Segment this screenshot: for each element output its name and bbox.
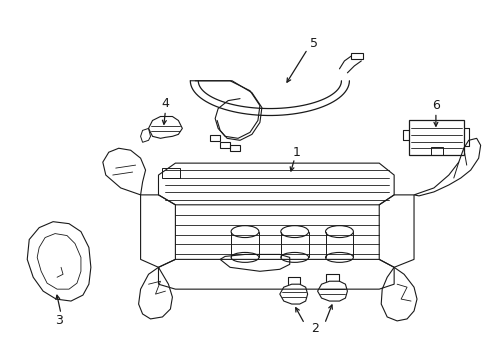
Bar [230, 145, 240, 151]
Text: 2: 2 [310, 322, 318, 336]
Text: 3: 3 [55, 314, 63, 327]
Bar [162, 168, 180, 178]
Text: 1: 1 [292, 146, 300, 159]
Text: 4: 4 [161, 97, 169, 110]
Bar [220, 142, 230, 148]
Bar [210, 135, 220, 141]
Bar [430, 147, 442, 155]
Text: 6: 6 [431, 99, 439, 112]
Bar [351, 53, 363, 59]
Text: 5: 5 [309, 37, 317, 50]
Bar [408, 121, 463, 155]
